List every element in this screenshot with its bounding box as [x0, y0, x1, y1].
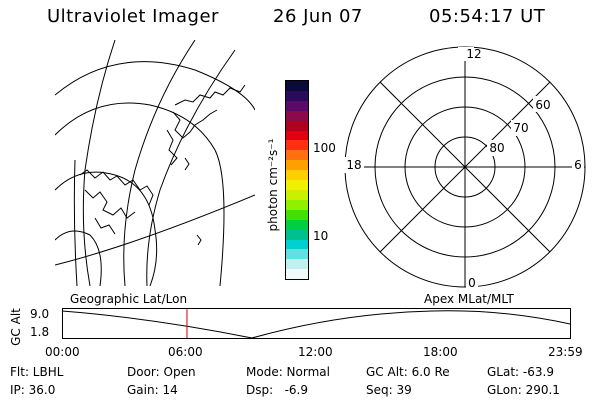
colorbar-tick-10: 10	[313, 229, 329, 243]
colorbar-segment	[286, 219, 308, 230]
mlt-label-6: 6	[574, 158, 582, 172]
timeline-ymax: 9.0	[30, 307, 50, 321]
map-grid-line	[146, 49, 236, 286]
coastline	[172, 109, 218, 139]
colorbar-segment	[286, 180, 308, 190]
mlat-label-70: 70	[513, 121, 528, 135]
map-grid-line	[123, 40, 196, 286]
colorbar-segment	[286, 110, 308, 121]
coastline	[79, 169, 154, 206]
altitude-curve	[62, 310, 571, 339]
colorbar	[285, 80, 309, 280]
instrument-title: Ultraviolet Imager	[47, 6, 219, 27]
timeline-tick-0000: 00:00	[45, 345, 80, 359]
info-filter: Flt: LBHL	[10, 365, 64, 379]
colorbar-segment	[286, 150, 308, 161]
timeline-axis-title: GC Alt	[9, 308, 23, 346]
map-grid-line	[82, 40, 116, 286]
geographic-map	[55, 40, 255, 286]
observation-date: 26 Jun 07	[273, 6, 363, 27]
colorbar-segment	[286, 90, 308, 101]
colorbar-tick-100: 100	[313, 141, 336, 155]
coastline	[196, 234, 202, 246]
observation-time: 05:54:17 UT	[429, 6, 546, 27]
polar-mlt-plot: 12 0 18 6 60 70 80	[342, 46, 586, 290]
map-grid-line	[73, 159, 78, 286]
colorbar-segment	[286, 249, 308, 260]
timeline-right-label: Apex MLat/MLT	[424, 292, 514, 306]
colorbar-segment	[286, 100, 308, 111]
info-gc-alt: GC Alt: 6.0 Re	[366, 365, 450, 379]
mlat-label-60: 60	[535, 98, 550, 112]
colorbar-segment	[286, 120, 308, 131]
coastline	[166, 129, 178, 166]
mlat-label-80: 80	[489, 141, 504, 155]
colorbar-segment	[286, 170, 308, 181]
timeline-tick-2359: 23:59	[548, 345, 583, 359]
info-glon: GLon: 290.1	[487, 383, 560, 397]
coastline	[84, 189, 136, 219]
coastline	[184, 157, 190, 171]
timeline-tick-0600: 06:00	[168, 345, 203, 359]
colorbar-segment	[286, 130, 308, 141]
map-grid-line	[55, 102, 225, 286]
coastline	[94, 217, 116, 235]
colorbar-segment	[286, 239, 308, 250]
timeline-tick-1200: 12:00	[298, 345, 333, 359]
map-grid-line	[55, 230, 102, 286]
info-mode: Mode: Normal	[246, 365, 330, 379]
info-ip: IP: 36.0	[10, 383, 56, 397]
info-seq: Seq: 39	[366, 383, 412, 397]
info-door: Door: Open	[127, 365, 196, 379]
colorbar-unit-label: photon cm⁻²s⁻¹	[266, 138, 280, 232]
timeline-ymin: 1.8	[30, 325, 50, 339]
colorbar-segment	[286, 189, 308, 200]
timeline-left-label: Geographic Lat/Lon	[70, 292, 188, 306]
colorbar-segment	[286, 81, 308, 91]
info-glat: GLat: -63.9	[487, 365, 554, 379]
colorbar-segment	[286, 209, 308, 220]
timeline-frame	[62, 308, 571, 339]
timeline-tick-1800: 18:00	[423, 345, 458, 359]
coastline	[174, 84, 246, 106]
colorbar-segment	[286, 199, 308, 210]
info-dsp: Dsp: -6.9	[246, 383, 309, 397]
info-gain: Gain: 14	[127, 383, 178, 397]
colorbar-segment	[286, 140, 308, 151]
mlt-label-12: 12	[466, 47, 481, 61]
altitude-timeline	[62, 308, 571, 339]
colorbar-segment	[286, 160, 308, 171]
colorbar-segment	[286, 259, 308, 270]
mlt-label-0: 0	[468, 276, 476, 290]
map-grid-line	[55, 61, 255, 111]
colorbar-segment	[286, 269, 308, 280]
colorbar-segment	[286, 229, 308, 240]
polar-diagonal	[379, 81, 551, 253]
mlt-label-18: 18	[346, 158, 361, 172]
